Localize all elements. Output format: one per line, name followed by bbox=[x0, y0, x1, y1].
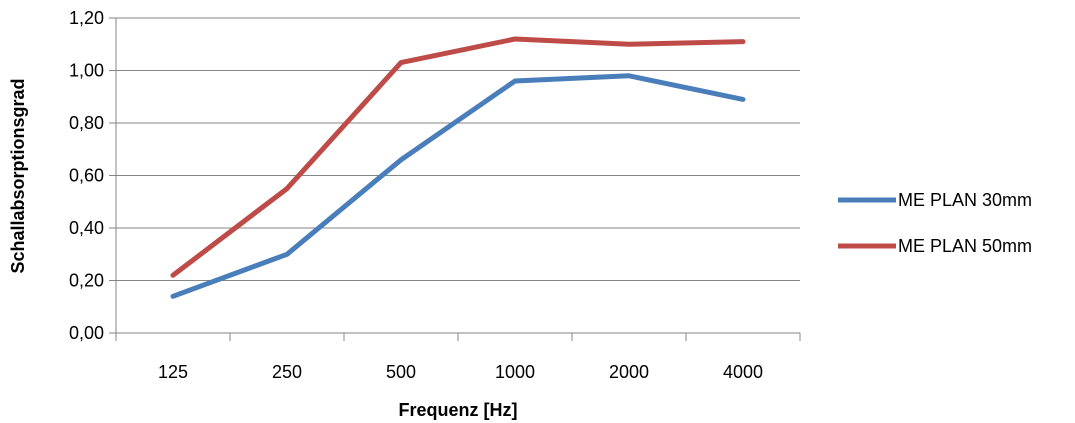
x-tick-labels: 125 250 500 1000 2000 4000 bbox=[158, 362, 763, 382]
y-tick-labels: 0,00 0,20 0,40 0,60 0,80 1,00 1,20 bbox=[69, 8, 104, 343]
x-tick-label: 1000 bbox=[495, 362, 535, 382]
y-tick-label: 0,60 bbox=[69, 166, 104, 186]
gridlines bbox=[116, 17, 800, 281]
series-lines bbox=[170, 36, 746, 299]
x-axis-title: Frequenz [Hz] bbox=[399, 400, 518, 420]
y-tick-label: 1,00 bbox=[69, 61, 104, 81]
x-tick-label: 125 bbox=[158, 362, 188, 382]
y-tick-label: 0,20 bbox=[69, 271, 104, 291]
legend: ME PLAN 30mm ME PLAN 50mm bbox=[838, 190, 1032, 256]
x-tick-label: 250 bbox=[272, 362, 302, 382]
legend-label-series-1: ME PLAN 30mm bbox=[898, 190, 1032, 210]
y-tick-label: 0,80 bbox=[69, 113, 104, 133]
y-tick-label: 0,40 bbox=[69, 218, 104, 238]
y-tick-label: 1,20 bbox=[69, 8, 104, 28]
series-line-1 bbox=[170, 73, 746, 299]
legend-label-series-2: ME PLAN 50mm bbox=[898, 236, 1032, 256]
x-tick-label: 2000 bbox=[609, 362, 649, 382]
x-tick-label: 500 bbox=[386, 362, 416, 382]
series-line-2 bbox=[170, 36, 746, 278]
y-axis-title: Schallabsorptionsgrad bbox=[8, 78, 28, 273]
y-tick-label: 0,00 bbox=[69, 323, 104, 343]
x-tick-label: 4000 bbox=[723, 362, 763, 382]
axes bbox=[109, 17, 801, 341]
